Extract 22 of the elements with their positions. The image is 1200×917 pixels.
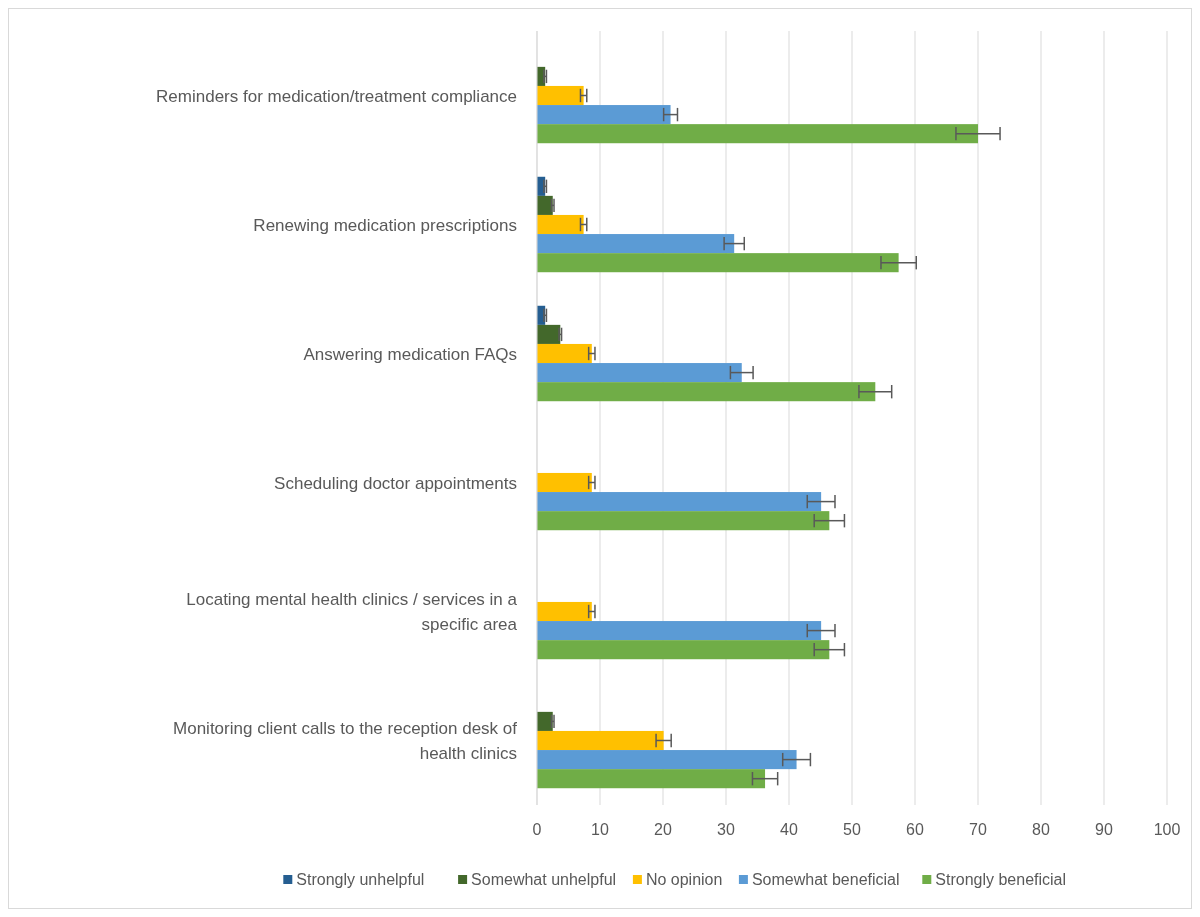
legend-label: Somewhat beneficial [751,871,900,888]
y-tick-label: Monitoring client calls to the reception desk of health clinics [173,719,518,763]
x-tick-label: 60 [906,821,924,838]
x-tick-label: 30 [717,821,735,838]
y-tick-label: Scheduling doctor appointments [274,473,517,493]
x-tick-label: 10 [591,821,609,838]
x-tick-label: 80 [1032,821,1050,838]
y-tick-label: Reminders for medication/treatment compliance [156,86,517,106]
y-tick-label: Locating mental health clinics / services in a specific area [186,590,518,634]
x-tick-label: 20 [654,821,672,838]
x-tick-label: 50 [843,821,861,838]
x-tick-label: 40 [780,821,798,838]
x-tick-label: 100 [1153,821,1181,838]
x-tick-label: 90 [1095,821,1113,838]
legend-label: No opinion [645,871,723,888]
legend-label: Strongly beneficial [935,871,1067,888]
x-tick-label: 0 [532,821,542,838]
y-tick-label: Answering medication FAQs [303,344,517,364]
y-tick-label: Renewing medication prescriptions [253,215,517,235]
legend-label: Strongly unhelpful [296,871,425,888]
x-tick-label: 70 [969,821,987,838]
legend-label: Somewhat unhelpful [471,871,617,888]
